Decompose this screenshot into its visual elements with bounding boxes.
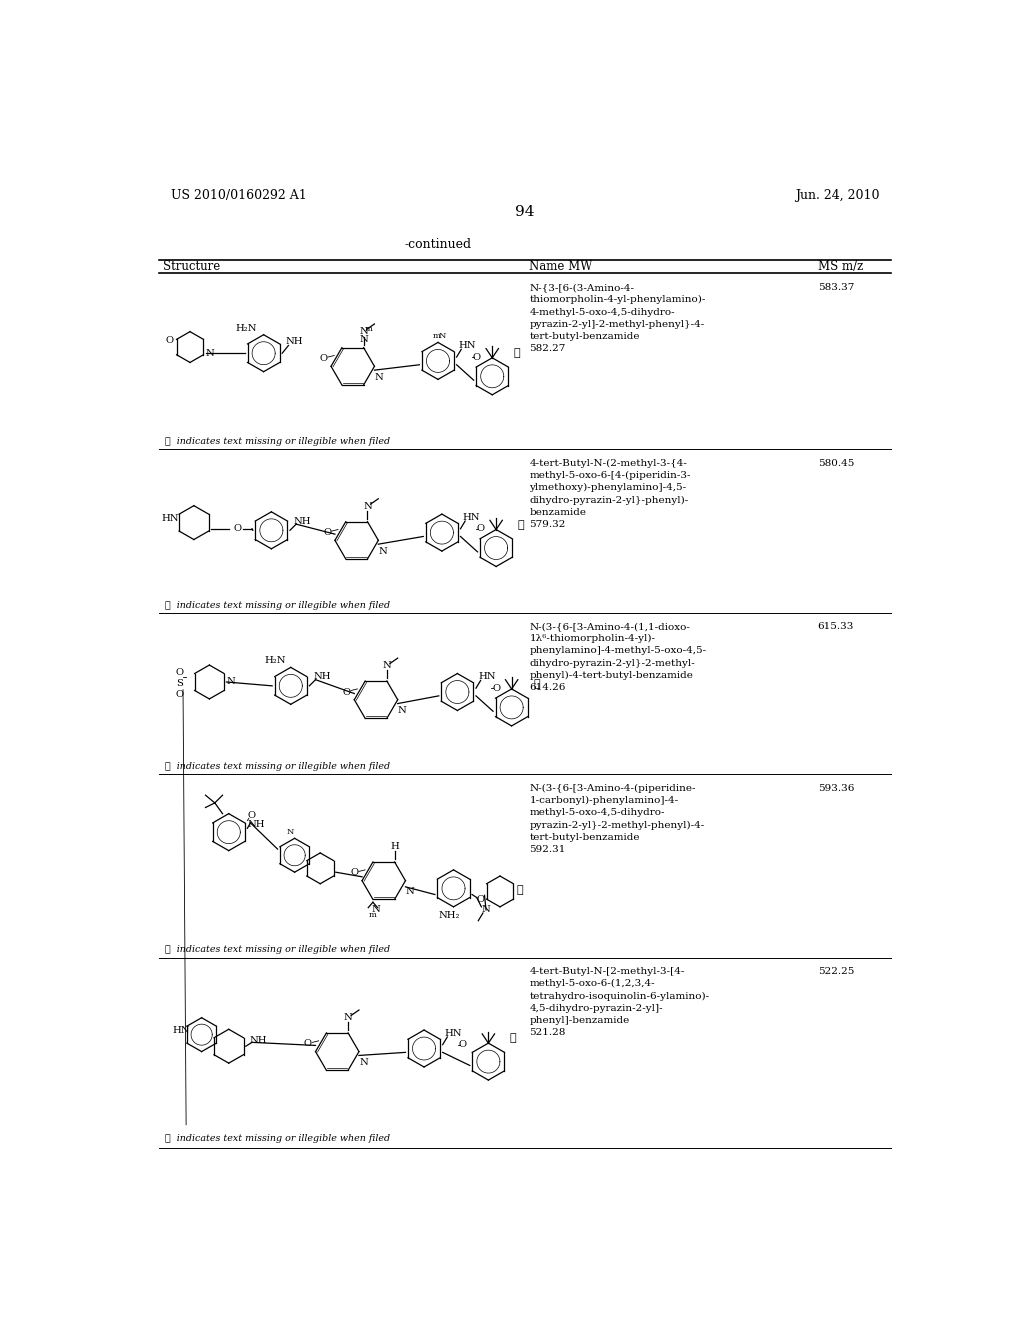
Text: 94: 94: [515, 206, 535, 219]
Text: Jun. 24, 2010: Jun. 24, 2010: [796, 189, 880, 202]
Text: ⓡ  indicates text missing or illegible when filed: ⓡ indicates text missing or illegible wh…: [165, 945, 390, 954]
Text: O: O: [473, 352, 481, 362]
Text: S: S: [176, 678, 183, 688]
Text: O: O: [493, 684, 500, 693]
Text: O: O: [176, 690, 184, 698]
Text: 583.37: 583.37: [818, 284, 854, 292]
Text: 593.36: 593.36: [818, 784, 854, 792]
Text: 4-tert-Butyl-N-(2-methyl-3-{4-
methyl-5-oxo-6-[4-(piperidin-3-
ylmethoxy)-phenyl: 4-tert-Butyl-N-(2-methyl-3-{4- methyl-5-…: [529, 459, 691, 529]
Text: Structure: Structure: [163, 260, 220, 273]
Text: N-(3-{6-[3-Amino-4-(1,1-dioxo-
1λ⁶-thiomorpholin-4-yl)-
phenylamino]-4-methyl-5-: N-(3-{6-[3-Amino-4-(1,1-dioxo- 1λ⁶-thiom…: [529, 622, 707, 692]
Text: HN: HN: [173, 1027, 190, 1035]
Text: N: N: [344, 1014, 352, 1022]
Text: 522.25: 522.25: [818, 966, 854, 975]
Text: ⓡ: ⓡ: [510, 1034, 516, 1044]
Text: NH: NH: [286, 337, 303, 346]
Text: N: N: [359, 1057, 368, 1067]
Text: MS m/z: MS m/z: [818, 260, 863, 273]
Text: N: N: [438, 333, 445, 341]
Text: N: N: [375, 372, 383, 381]
Text: HN: HN: [459, 341, 476, 350]
Text: N: N: [383, 661, 391, 671]
Text: O: O: [350, 869, 358, 878]
Text: HN: HN: [162, 515, 179, 523]
Text: O: O: [459, 1040, 467, 1049]
Text: m: m: [432, 333, 440, 341]
Text: N: N: [481, 906, 490, 915]
Text: O: O: [248, 810, 256, 820]
Text: N: N: [406, 887, 415, 896]
Text: ⓡ: ⓡ: [517, 520, 524, 529]
Text: N: N: [206, 348, 214, 358]
Text: ⓡ  indicates text missing or illegible when filed: ⓡ indicates text missing or illegible wh…: [165, 601, 390, 610]
Text: O: O: [166, 337, 174, 346]
Text: O: O: [319, 354, 328, 363]
Text: O: O: [476, 524, 484, 533]
Text: H₂N: H₂N: [236, 325, 257, 333]
Text: O: O: [476, 895, 484, 904]
Text: N: N: [287, 828, 295, 836]
Text: O: O: [342, 688, 350, 697]
Text: 615.33: 615.33: [818, 622, 854, 631]
Text: Name MW: Name MW: [529, 260, 593, 273]
Text: N-{3-[6-(3-Amino-4-
thiomorpholin-4-yl-phenylamino)-
4-methyl-5-oxo-4,5-dihydro-: N-{3-[6-(3-Amino-4- thiomorpholin-4-yl-p…: [529, 284, 706, 352]
Text: N: N: [359, 327, 368, 337]
Text: 4-tert-Butyl-N-[2-methyl-3-[4-
methyl-5-oxo-6-(1,2,3,4-
tetrahydro-isoquinolin-6: 4-tert-Butyl-N-[2-methyl-3-[4- methyl-5-…: [529, 966, 710, 1038]
Text: N: N: [398, 706, 407, 715]
Text: NH: NH: [294, 516, 311, 525]
Text: N: N: [359, 335, 368, 343]
Text: ⓡ: ⓡ: [517, 884, 523, 895]
Text: HN: HN: [444, 1028, 462, 1038]
Text: HN: HN: [478, 672, 496, 681]
Text: NH: NH: [250, 1036, 267, 1044]
Text: US 2010/0160292 A1: US 2010/0160292 A1: [171, 189, 306, 202]
Text: O: O: [324, 528, 331, 537]
Text: 580.45: 580.45: [818, 459, 854, 467]
Text: N: N: [379, 546, 387, 556]
Text: N: N: [364, 502, 372, 511]
Text: NH: NH: [248, 820, 265, 829]
Text: H: H: [390, 842, 399, 851]
Text: O: O: [304, 1039, 312, 1048]
Text: O: O: [176, 668, 184, 677]
Text: H₂N: H₂N: [264, 656, 286, 665]
Text: NH: NH: [313, 672, 331, 681]
Text: NH₂: NH₂: [439, 911, 461, 920]
Text: N-(3-{6-[3-Amino-4-(piperidine-
1-carbonyl)-phenylamino]-4-
methyl-5-oxo-4,5-dih: N-(3-{6-[3-Amino-4-(piperidine- 1-carbon…: [529, 784, 705, 854]
Text: -continued: -continued: [404, 238, 472, 251]
Text: O: O: [234, 524, 242, 533]
Text: N: N: [372, 906, 380, 915]
Text: ⓡ: ⓡ: [534, 680, 540, 689]
Text: HN: HN: [463, 512, 480, 521]
Text: ⓡ  indicates text missing or illegible when filed: ⓡ indicates text missing or illegible wh…: [165, 762, 390, 771]
Text: m: m: [365, 325, 372, 334]
Text: ⓡ  indicates text missing or illegible when filed: ⓡ indicates text missing or illegible wh…: [165, 1134, 390, 1143]
Text: ⓡ: ⓡ: [514, 348, 520, 358]
Text: N: N: [226, 677, 236, 686]
Text: m: m: [369, 911, 377, 919]
Text: ⓡ  indicates text missing or illegible when filed: ⓡ indicates text missing or illegible wh…: [165, 437, 390, 446]
